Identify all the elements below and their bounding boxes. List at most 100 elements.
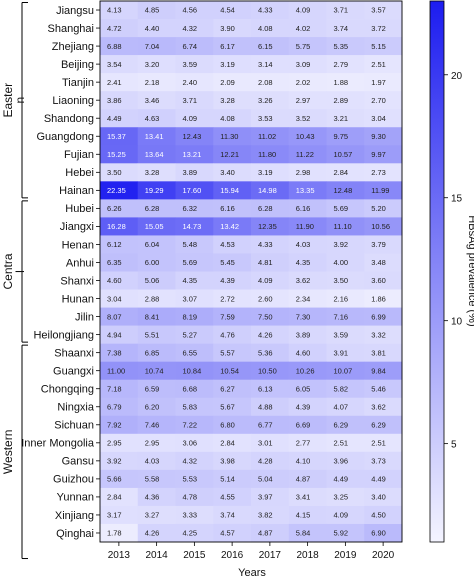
region-label-line: l — [13, 270, 27, 273]
cell-value: 10.57 — [334, 150, 353, 159]
heatmap-cell — [288, 145, 327, 164]
cell-value: 11.80 — [258, 150, 276, 159]
heatmap-cell — [100, 397, 139, 417]
heatmap-cell — [326, 523, 365, 543]
province-label: Hebei — [65, 167, 94, 179]
heatmap-cell — [175, 289, 214, 308]
cell-value: 14.98 — [258, 186, 277, 195]
cell-value: 4.63 — [145, 114, 160, 123]
cell-value: 3.60 — [371, 276, 386, 285]
cell-value: 3.98 — [220, 457, 235, 466]
heatmap-cell — [364, 145, 403, 164]
cell-value: 10.26 — [296, 366, 315, 375]
heatmap-cell — [251, 415, 290, 435]
cell-value: 5.45 — [220, 258, 235, 267]
cell-value: 6.28 — [145, 204, 160, 213]
heatmap-cell — [137, 1, 176, 20]
heatmap-cell — [288, 91, 327, 110]
cell-value: 2.16 — [334, 294, 349, 303]
province-label: Anhui — [66, 257, 94, 269]
cell-value: 17.60 — [183, 186, 202, 195]
cell-value: 5.84 — [296, 529, 311, 538]
cell-value: 12.21 — [220, 150, 239, 159]
table-row: 6.88 7.04 6.74 6.17 6.15 5.75 5.35 5.15 — [100, 37, 403, 56]
cell-value: 2.72 — [220, 294, 235, 303]
heatmap-cell — [288, 325, 327, 344]
cell-value: 10.43 — [296, 132, 315, 141]
heatmap-cell — [251, 523, 290, 543]
cell-value: 2.95 — [107, 439, 122, 448]
x-tick-label: 2017 — [259, 550, 282, 561]
cell-value: 3.89 — [183, 168, 198, 177]
cell-value: 3.07 — [183, 294, 198, 303]
heatmap-cell — [100, 307, 139, 326]
heatmap-cell — [288, 271, 327, 290]
cell-value: 6.04 — [145, 240, 160, 249]
cell-value: 12.43 — [183, 132, 202, 141]
heatmap-cell — [137, 271, 176, 290]
cell-value: 6.90 — [371, 529, 386, 538]
heatmap-cell — [288, 181, 327, 200]
heatmap-cell — [364, 343, 403, 362]
table-row: 2.95 2.95 3.06 2.84 3.01 2.77 2.51 2.51 — [100, 433, 403, 453]
heatmap-cell — [288, 163, 327, 182]
x-axis-label: Years — [238, 567, 266, 579]
cell-value: 4.35 — [183, 276, 198, 285]
cell-value: 2.84 — [334, 168, 349, 177]
heatmap-cell — [364, 37, 403, 56]
cell-value: 4.56 — [183, 6, 198, 15]
table-row: 3.17 3.27 3.33 3.74 3.82 4.15 4.09 4.50 — [100, 505, 403, 525]
cell-value: 3.79 — [371, 240, 386, 249]
table-row: 4.49 4.63 4.09 4.08 3.53 3.52 3.21 3.04 — [100, 109, 403, 128]
cell-value: 2.51 — [371, 439, 386, 448]
heatmap-cell — [175, 487, 214, 507]
cell-value: 3.72 — [371, 24, 386, 33]
cell-value: 11.00 — [107, 366, 125, 375]
heatmap-cell — [251, 325, 290, 344]
cell-value: 3.40 — [220, 168, 235, 177]
cell-value: 6.79 — [107, 402, 122, 411]
cell-value: 1.78 — [107, 529, 122, 538]
heatmap-cell — [100, 451, 139, 471]
heatmap-cell — [100, 415, 139, 435]
cell-value: 9.30 — [371, 132, 386, 141]
cell-value: 2.08 — [258, 78, 273, 87]
cell-value: 3.14 — [258, 60, 273, 69]
heatmap-cell — [326, 19, 365, 38]
heatmap-cell — [288, 523, 327, 543]
heatmap-cell — [288, 289, 327, 308]
cell-value: 4.03 — [296, 240, 311, 249]
cell-value: 4.09 — [296, 6, 311, 15]
heatmap-cell — [364, 1, 403, 20]
heatmap-cell — [100, 433, 139, 453]
heatmap-cell — [288, 253, 327, 272]
province-labels: Jiangsu Shanghai Zhejiang Beijing Tianjin Lia… — [21, 5, 100, 540]
cell-value: 9.84 — [371, 366, 386, 375]
table-row: 5.66 5.58 5.53 5.14 5.04 4.87 4.49 4.49 — [100, 469, 403, 489]
heatmap-cell — [213, 55, 252, 74]
heatmap-cell — [100, 361, 139, 380]
heatmap-cell — [213, 271, 252, 290]
heatmap-cell — [364, 487, 403, 507]
cell-value: 5.48 — [183, 240, 198, 249]
heatmap-cell — [175, 163, 214, 182]
cell-value: 3.04 — [371, 114, 386, 123]
heatmap-cell — [175, 505, 214, 525]
cell-value: 3.01 — [258, 439, 273, 448]
heatmap-cell — [100, 343, 139, 362]
heatmap-cell — [251, 307, 290, 326]
heatmap-cell — [175, 91, 214, 110]
province-label: Shandong — [44, 113, 94, 125]
heatmap-cell — [364, 73, 403, 92]
heatmap-cell — [100, 37, 139, 56]
heatmap-cell — [175, 451, 214, 471]
heatmap-cell — [100, 91, 139, 110]
heatmap-cell — [288, 469, 327, 489]
heatmap-cell — [364, 235, 403, 254]
cell-value: 2.77 — [296, 439, 311, 448]
heatmap-cell — [213, 73, 252, 92]
heatmap-cell — [288, 379, 327, 399]
province-label: Beijing — [61, 59, 94, 71]
table-row: 3.86 3.46 3.71 3.28 3.26 2.97 2.89 2.70 — [100, 91, 403, 110]
colorbar-tick-label: 20 — [451, 71, 463, 82]
